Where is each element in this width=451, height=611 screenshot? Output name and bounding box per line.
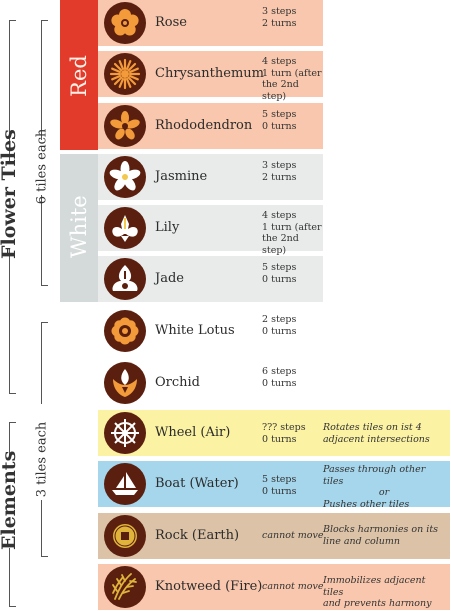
rock-icon — [104, 515, 146, 557]
chrysanthemum-icon — [104, 53, 146, 95]
flower-row-white-lotus: White Lotus 2 steps 0 turns — [98, 308, 323, 354]
element-row-knotweed: Knotweed (Fire) cannot move Immobilizes … — [98, 564, 450, 610]
tile-moves: 3 steps 2 turns — [262, 6, 297, 29]
tile-name: Rock (Earth) — [155, 528, 240, 543]
tile-moves: 2 steps 0 turns — [262, 314, 297, 337]
white-lotus-icon — [104, 310, 146, 352]
flower-row-rose: Rose 3 steps 2 turns — [98, 0, 323, 46]
three-tiles-each-label: 3 tiles each — [34, 421, 50, 498]
tile-name: Boat (Water) — [155, 476, 239, 491]
tile-name: Rose — [155, 15, 187, 30]
tile-moves: 6 steps 0 turns — [262, 366, 297, 389]
tile-name: Jasmine — [155, 169, 208, 184]
tile-effect: Immobilizes adjacent tiles and prevents h… — [323, 575, 432, 609]
flower-row-chrysanthemum: Chrysanthemum 4 steps 1 turn (after the 2n… — [98, 51, 323, 102]
tile-moves: ??? steps 0 turns — [262, 422, 306, 445]
flower-tiles-label: Flower Tiles — [0, 129, 20, 259]
tile-name: Rhododendron — [155, 118, 253, 133]
flower-row-jade: Jade 5 steps 0 turns — [98, 256, 323, 302]
orchid-icon — [104, 362, 146, 404]
white-band: White — [60, 154, 98, 302]
tile-moves: 4 steps 1 turn (after the 2nd step) — [262, 210, 322, 256]
red-band-label: Red — [67, 55, 91, 97]
tile-name: Orchid — [155, 375, 201, 390]
tile-moves: 5 steps 0 turns — [262, 474, 297, 497]
tile-moves: 5 steps 0 turns — [262, 262, 297, 285]
elements-label: Elements — [0, 450, 20, 550]
lily-icon — [104, 207, 146, 249]
tile-name: Wheel (Air) — [155, 425, 231, 440]
tile-name: Knotweed (Fire) — [155, 579, 263, 594]
tile-moves: 4 steps 1 turn (after the 2nd step) — [262, 56, 322, 102]
jade-icon — [104, 258, 146, 300]
tile-name: White Lotus — [155, 323, 235, 338]
tile-name: Jade — [155, 271, 184, 286]
flower-row-orchid: Orchid 6 steps 0 turns — [98, 360, 323, 406]
red-band: Red — [60, 0, 98, 150]
tile-moves: 5 steps 0 turns — [262, 109, 297, 132]
element-row-rock: Rock (Earth) cannot move Blocks harmonie… — [98, 513, 450, 559]
element-row-wheel: Wheel (Air) ??? steps 0 turns Rotates til… — [98, 410, 450, 456]
rose-icon — [104, 2, 146, 44]
six-tiles-each-label: 6 tiles each — [34, 128, 50, 205]
white-band-label: White — [67, 195, 91, 258]
wheel-icon — [104, 412, 146, 454]
tile-effect: Blocks harmonies on its line and column — [323, 524, 439, 547]
knotweed-icon — [104, 566, 146, 608]
flower-row-jasmine: Jasmine 3 steps 2 turns — [98, 154, 323, 200]
tile-name: Chrysanthemum — [155, 66, 264, 81]
tile-moves: cannot move — [262, 581, 324, 592]
element-row-boat: Boat (Water) 5 steps 0 turns Passes throu… — [98, 461, 450, 510]
tile-moves: 3 steps 2 turns — [262, 160, 297, 183]
jasmine-icon — [104, 156, 146, 198]
rhododendron-icon — [104, 105, 146, 147]
tile-moves: cannot move — [262, 530, 324, 541]
flower-row-lily: Lily 4 steps 1 turn (after the 2nd step) — [98, 205, 323, 256]
tile-effect: Rotates tiles on ist 4 adjacent intersect… — [323, 422, 430, 445]
flower-row-rhododendron: Rhododendron 5 steps 0 turns — [98, 103, 323, 149]
boat-icon — [104, 463, 146, 505]
tile-effect: Passes through other tiles or Pushes oth… — [323, 464, 426, 510]
tile-name: Lily — [155, 220, 180, 235]
